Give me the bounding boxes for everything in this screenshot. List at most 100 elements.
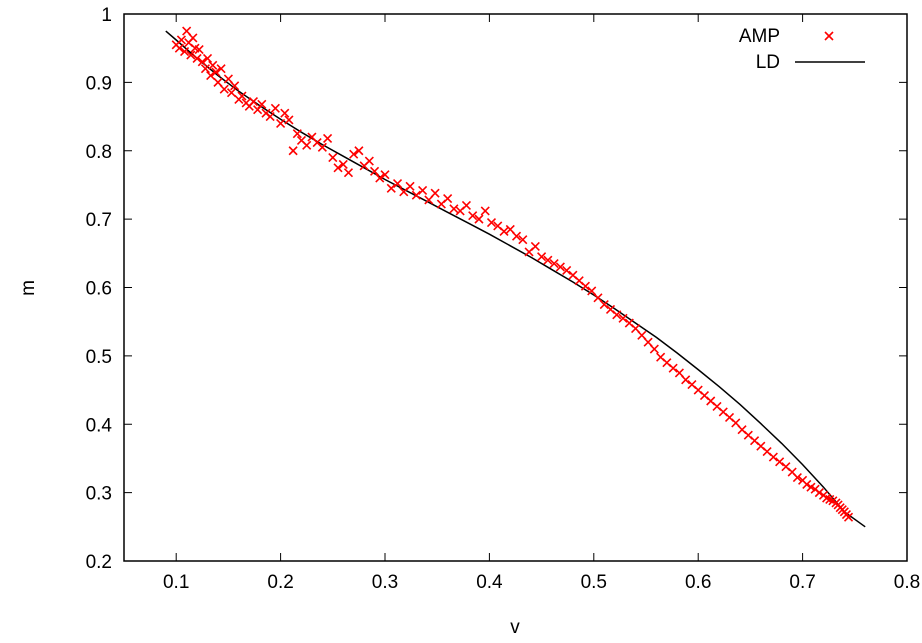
data-point-amp — [511, 231, 522, 241]
data-point-amp — [580, 281, 591, 291]
legend-marker-x — [824, 31, 834, 41]
data-point-amp — [219, 84, 229, 94]
data-point-amp — [270, 103, 280, 113]
x-tick-label: 0.7 — [789, 572, 815, 593]
legend-marker-amp — [824, 31, 834, 41]
data-point-amp — [802, 479, 812, 489]
data-point-amp — [276, 118, 286, 128]
data-point-amp — [814, 488, 824, 498]
x-tick-label: 0.1 — [163, 572, 189, 593]
data-point-amp — [668, 363, 678, 373]
x-tick-label: 0.6 — [685, 572, 711, 593]
y-tick-label: 0.8 — [86, 142, 112, 163]
data-point-amp — [386, 183, 396, 193]
data-point-amp — [530, 241, 540, 252]
data-point-amp — [486, 217, 497, 228]
data-point-amp — [197, 57, 207, 67]
data-point-amp — [555, 262, 565, 272]
data-point-amp — [302, 140, 312, 150]
data-point-amp — [543, 255, 553, 265]
data-point-amp — [354, 146, 364, 156]
data-point-amp — [174, 43, 184, 53]
data-point-amp — [474, 214, 484, 224]
data-point-amp — [612, 310, 622, 320]
data-point-amp — [230, 81, 240, 91]
data-point-amp — [405, 181, 415, 191]
data-point-amp — [237, 91, 247, 101]
data-point-amp — [194, 44, 204, 55]
data-point-amp — [549, 259, 559, 269]
data-point-amp — [364, 156, 374, 166]
y-tick-label: 0.2 — [86, 552, 112, 573]
data-point-amp — [338, 159, 348, 169]
x-tick-label: 0.3 — [372, 572, 398, 593]
data-point-amp — [537, 252, 547, 262]
y-tick-label: 0.7 — [86, 210, 112, 231]
data-point-amp — [375, 173, 385, 183]
data-point-amp — [461, 200, 471, 211]
data-point-amp — [292, 129, 302, 139]
data-point-amp — [681, 375, 691, 385]
data-point-amp — [200, 64, 210, 74]
y-tick-label: 0.3 — [86, 484, 112, 505]
data-point-amp — [328, 153, 338, 163]
y-tick-label: 0.9 — [86, 73, 112, 94]
data-point-amp — [430, 188, 440, 198]
series-layer — [165, 26, 866, 528]
data-point-amp — [211, 67, 221, 77]
data-point-amp — [248, 96, 259, 107]
data-point-amp — [206, 70, 216, 81]
series-line-ld — [165, 30, 866, 528]
data-point-amp — [284, 115, 294, 125]
data-point-amp — [253, 105, 263, 115]
data-point-amp — [257, 99, 267, 109]
data-point-amp — [518, 235, 528, 245]
y-tick-label: 0.4 — [86, 415, 113, 436]
y-axis-label: m — [18, 280, 39, 296]
data-point-amp — [186, 50, 196, 60]
legend-label-ld: LD — [756, 52, 780, 73]
data-point-amp — [265, 111, 275, 122]
data-point-amp — [349, 149, 359, 159]
x-tick-label: 0.2 — [267, 572, 293, 593]
legend-label-amp: AMP — [739, 26, 780, 47]
y-tick-label: 0.6 — [86, 279, 112, 300]
data-point-amp — [649, 344, 659, 354]
data-point-amp — [775, 457, 785, 467]
data-point-amp — [418, 185, 428, 195]
data-point-amp — [562, 265, 572, 275]
data-point-amp — [176, 35, 186, 45]
y-axis: 0.2 0.3 0.4 0.5 0.6 0.7 0.8 0.9 1 — [86, 5, 907, 573]
data-point-amp — [369, 166, 380, 176]
y-tick-label: 1 — [101, 5, 112, 26]
data-point-amp — [188, 33, 198, 43]
data-point-amp — [768, 452, 778, 462]
data-point-amp — [443, 194, 453, 204]
data-point-amp — [468, 211, 478, 221]
data-point-amp — [499, 226, 509, 236]
data-point-amp — [480, 206, 490, 216]
y-tick-label: 0.5 — [86, 347, 112, 368]
data-point-amp — [333, 163, 343, 173]
data-point-amp — [202, 53, 213, 64]
data-point-amp — [599, 300, 609, 310]
data-point-amp — [843, 512, 854, 522]
data-point-amp — [392, 179, 403, 189]
data-point-amp — [411, 190, 421, 200]
data-point-amp — [449, 204, 459, 214]
data-point-amp — [317, 142, 327, 152]
x-tick-label: 0.4 — [476, 572, 503, 593]
data-point-amp — [343, 168, 354, 178]
data-point-amp — [280, 108, 290, 118]
legend: AMP LD — [739, 26, 865, 73]
data-point-amp — [179, 47, 190, 57]
data-point-amp — [216, 64, 226, 74]
data-point-amp — [618, 313, 628, 323]
data-point-amp — [192, 53, 202, 64]
data-point-amp — [288, 146, 298, 156]
x-axis: 0.1 0.2 0.3 0.4 0.5 0.6 0.7 0.8 — [163, 14, 920, 593]
data-point-amp — [792, 473, 802, 483]
x-tick-label: 0.5 — [581, 572, 607, 593]
x-tick-label: 0.8 — [894, 572, 920, 593]
